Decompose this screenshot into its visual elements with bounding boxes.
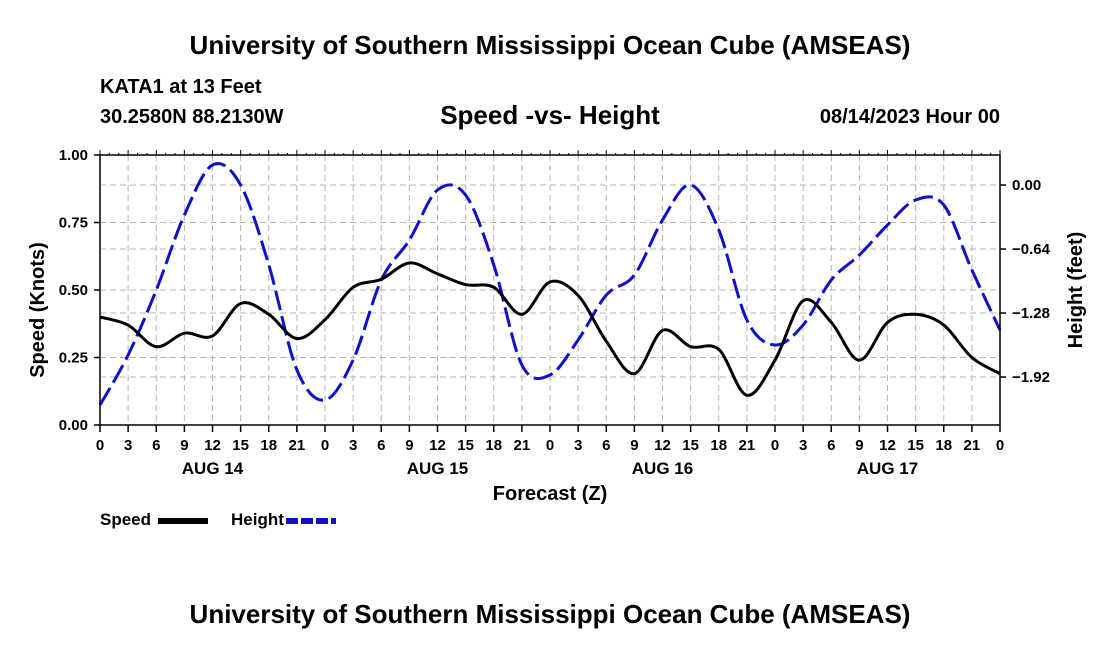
y-tick-label: 1.00 xyxy=(59,147,88,164)
x-tick-label: 6 xyxy=(152,437,160,454)
main-title: University of Southern Mississippi Ocean… xyxy=(189,30,911,60)
x-tick-label: 0 xyxy=(996,437,1004,454)
x-tick-label: 18 xyxy=(710,437,727,454)
grid-layer xyxy=(100,155,1000,425)
y-tick-label: 0.50 xyxy=(59,282,88,299)
x-tick-label: 0 xyxy=(96,437,104,454)
legend-height-swatch xyxy=(285,517,336,524)
x-tick-label: 0 xyxy=(321,437,329,454)
series-layer xyxy=(98,162,1002,406)
x-tick-label: 0 xyxy=(546,437,554,454)
y-tick-label: 0.75 xyxy=(59,215,88,232)
day-label: AUG 16 xyxy=(632,459,693,478)
axis-layer: 0 3 6 9 12 15 18 21 0 3 6 9 12 15 18 21 0 3 6 9 12 15 18 21 0 3 6 9… xyxy=(59,147,1051,478)
day-label: AUG 15 xyxy=(407,459,468,478)
x-tick-label: 9 xyxy=(405,437,413,454)
footer-title: University of Southern Mississippi Ocean… xyxy=(189,599,911,629)
x-tick-label: 15 xyxy=(682,437,699,454)
x-tick-label: 9 xyxy=(630,437,638,454)
legend-speed-swatch xyxy=(157,517,208,524)
station-coordinates: 30.2580N 88.2130W xyxy=(100,106,284,128)
x-tick-label: 9 xyxy=(855,437,863,454)
day-label: AUG 14 xyxy=(182,459,244,478)
x-tick-label: 0 xyxy=(771,437,779,454)
x-tick-label: 15 xyxy=(907,437,924,454)
legend-height: Height xyxy=(231,510,340,530)
x-tick-label: 9 xyxy=(180,437,188,454)
x-tick-label: 15 xyxy=(457,437,474,454)
x-tick-label: 21 xyxy=(739,437,756,454)
x-tick-label: 18 xyxy=(935,437,952,454)
y-tick-label: 0.25 xyxy=(59,350,88,367)
y2-tick-label: −1.92 xyxy=(1012,369,1050,386)
x-tick-label: 12 xyxy=(204,437,221,454)
y-axis-label-left: Speed (Knots) xyxy=(27,242,49,378)
x-tick-label: 21 xyxy=(514,437,531,454)
x-tick-label: 18 xyxy=(485,437,502,454)
speed-line xyxy=(99,261,1001,397)
x-tick-label: 12 xyxy=(879,437,896,454)
speed-height-chart: 0 3 6 9 12 15 18 21 0 3 6 9 12 15 18 21 0 3 6 9 12 15 18 21 0 3 6 9… xyxy=(27,147,1087,505)
x-tick-label: 15 xyxy=(232,437,249,454)
x-tick-label: 21 xyxy=(964,437,981,454)
x-tick-label: 6 xyxy=(602,437,610,454)
x-tick-label: 3 xyxy=(799,437,807,454)
x-tick-label: 3 xyxy=(349,437,357,454)
y2-tick-label: 0.00 xyxy=(1012,177,1041,194)
station-label: KATA1 at 13 Feet xyxy=(100,76,262,98)
x-tick-label: 21 xyxy=(289,437,306,454)
x-tick-label: 3 xyxy=(124,437,132,454)
chart-subtitle: Speed -vs- Height xyxy=(440,100,660,130)
x-tick-label: 3 xyxy=(574,437,582,454)
y-axis-label-right: Height (feet) xyxy=(1065,232,1087,349)
x-tick-label: 18 xyxy=(260,437,277,454)
height-line xyxy=(98,162,1002,406)
y2-tick-label: −0.64 xyxy=(1012,241,1051,258)
x-tick-label: 12 xyxy=(429,437,446,454)
x-tick-label: 6 xyxy=(377,437,385,454)
y-tick-label: 0.00 xyxy=(59,417,88,434)
day-label: AUG 17 xyxy=(857,459,918,478)
x-tick-label: 6 xyxy=(827,437,835,454)
y2-tick-label: −1.28 xyxy=(1012,305,1050,322)
x-tick-label: 12 xyxy=(654,437,671,454)
forecast-datetime: 08/14/2023 Hour 00 xyxy=(819,106,1000,128)
legend-height-label: Height xyxy=(231,510,284,529)
legend-speed: Speed xyxy=(100,510,212,530)
x-axis-label: Forecast (Z) xyxy=(493,483,607,505)
legend-speed-label: Speed xyxy=(100,510,152,529)
